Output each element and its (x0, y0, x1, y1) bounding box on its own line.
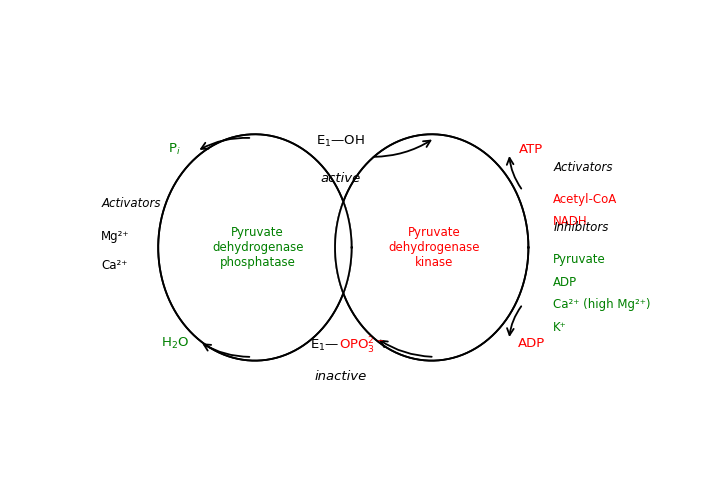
Polygon shape (344, 201, 352, 294)
Text: Activators: Activators (553, 161, 612, 174)
Text: K⁺: K⁺ (553, 321, 567, 334)
Text: Mg²⁺: Mg²⁺ (101, 230, 130, 244)
Text: H$_2$O: H$_2$O (160, 336, 189, 351)
Text: P$_i$: P$_i$ (168, 142, 181, 157)
Text: E$_1$—OH: E$_1$—OH (316, 134, 365, 149)
Text: inactive: inactive (314, 370, 366, 383)
Text: Inhibitors: Inhibitors (553, 221, 609, 234)
Text: Ca²⁺: Ca²⁺ (101, 259, 128, 272)
Text: ADP: ADP (518, 337, 545, 350)
Text: Acetyl-CoA: Acetyl-CoA (553, 193, 617, 206)
Text: ADP: ADP (553, 276, 578, 289)
Text: OPO$_3^{2-}$: OPO$_3^{2-}$ (339, 336, 385, 356)
Text: NADH: NADH (553, 216, 588, 228)
Text: ATP: ATP (519, 143, 543, 156)
Text: Pyruvate
dehydrogenase
kinase: Pyruvate dehydrogenase kinase (389, 226, 481, 269)
Polygon shape (335, 201, 344, 294)
Text: Activators: Activators (101, 196, 161, 210)
Text: Pyruvate
dehydrogenase
phosphatase: Pyruvate dehydrogenase phosphatase (212, 226, 304, 269)
Text: Pyruvate: Pyruvate (553, 253, 606, 266)
Text: Ca²⁺ (high Mg²⁺): Ca²⁺ (high Mg²⁺) (553, 298, 651, 311)
Text: E$_1$—: E$_1$— (310, 338, 339, 353)
Text: active: active (320, 172, 361, 185)
